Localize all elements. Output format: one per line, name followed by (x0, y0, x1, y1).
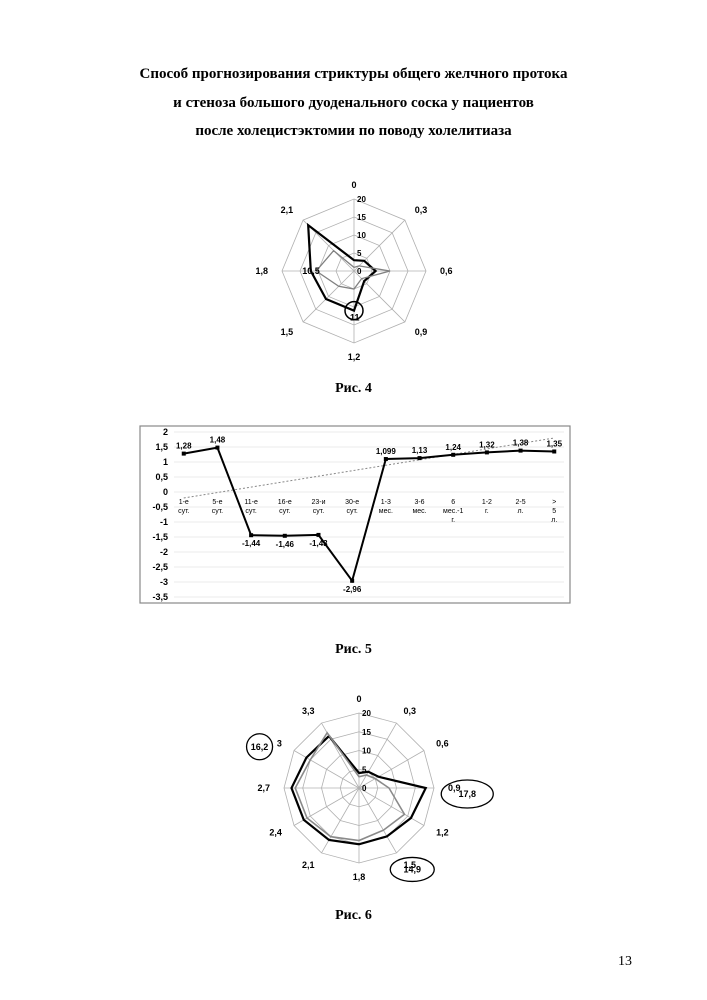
svg-text:16-е: 16-е (277, 499, 291, 506)
svg-text:1: 1 (162, 457, 167, 467)
svg-text:1,32: 1,32 (479, 440, 495, 449)
svg-text:л.: л. (551, 517, 557, 524)
svg-text:16,2: 16,2 (250, 741, 268, 751)
svg-text:5: 5 (357, 249, 362, 258)
figure-6: 0510152000,30,60,91,21,51,82,12,42,733,3… (70, 683, 637, 898)
caption-fig4: Рис. 4 (70, 381, 637, 397)
svg-text:11-е: 11-е (244, 499, 258, 506)
svg-text:10: 10 (362, 746, 371, 755)
radar-chart-fig6: 0510152000,30,60,91,21,51,82,12,42,733,3… (199, 683, 509, 898)
svg-text:-2,96: -2,96 (343, 584, 362, 593)
svg-text:1,38: 1,38 (512, 438, 528, 447)
svg-text:3: 3 (276, 738, 281, 748)
line-chart-fig5: -3,5 -3 -2,5 -2 -1,5 -1 -0,5 0 0,5 1 1,5 2 1,28 1,48 -… (134, 422, 574, 632)
svg-text:1-е: 1-е (178, 499, 188, 506)
svg-text:3-6: 3-6 (414, 499, 424, 506)
svg-text:0: 0 (162, 487, 167, 497)
svg-text:17,8: 17,8 (458, 789, 476, 799)
svg-text:0: 0 (357, 267, 362, 276)
svg-text:мес.: мес. (412, 508, 426, 515)
title-line-2: и стеноза большого дуоденального соска у… (173, 95, 534, 111)
svg-text:6: 6 (451, 499, 455, 506)
svg-text:23-и: 23-и (311, 499, 325, 506)
svg-text:мес.: мес. (378, 508, 392, 515)
svg-text:сут.: сут. (346, 508, 357, 515)
svg-text:5: 5 (552, 508, 556, 515)
svg-text:0: 0 (351, 180, 356, 190)
svg-text:10,5: 10,5 (302, 266, 320, 276)
svg-text:1,35: 1,35 (546, 439, 562, 448)
svg-text:сут.: сут. (279, 508, 290, 515)
svg-text:-1,5: -1,5 (152, 532, 168, 542)
svg-text:1,13: 1,13 (411, 446, 427, 455)
caption-fig6: Рис. 6 (70, 908, 637, 924)
svg-text:2,7: 2,7 (257, 783, 270, 793)
svg-text:-1,43: -1,43 (309, 538, 328, 547)
svg-text:0,6: 0,6 (440, 266, 453, 276)
svg-text:г.: г. (451, 517, 455, 524)
svg-text:сут.: сут. (312, 508, 323, 515)
svg-text:14,9: 14,9 (403, 864, 421, 874)
radar-chart-fig4: 0510152000,30,60,91,21,51,82,11110,5 (219, 171, 489, 371)
svg-text:20: 20 (357, 195, 366, 204)
svg-text:2: 2 (162, 427, 167, 437)
svg-text:-1,44: -1,44 (241, 539, 260, 548)
svg-text:сут.: сут. (211, 508, 222, 515)
svg-text:1-2: 1-2 (481, 499, 491, 506)
svg-text:-1,46: -1,46 (275, 539, 294, 548)
svg-text:2,1: 2,1 (301, 860, 314, 870)
svg-text:-3,5: -3,5 (152, 592, 168, 602)
svg-text:-0,5: -0,5 (152, 502, 168, 512)
svg-text:2,1: 2,1 (280, 205, 293, 215)
svg-text:0,5: 0,5 (155, 472, 168, 482)
svg-text:11: 11 (350, 312, 360, 322)
svg-text:15: 15 (357, 213, 366, 222)
figure-4: 0510152000,30,60,91,21,51,82,11110,5 (70, 171, 637, 371)
svg-text:1,8: 1,8 (255, 266, 268, 276)
title-line-3: после холецистэктомии по поводу холелити… (195, 123, 511, 139)
svg-text:3,3: 3,3 (301, 705, 314, 715)
figure-5: -3,5 -3 -2,5 -2 -1,5 -1 -0,5 0 0,5 1 1,5 2 1,28 1,48 -… (70, 422, 637, 632)
svg-text:1,28: 1,28 (175, 441, 191, 450)
svg-text:л.: л. (517, 508, 523, 515)
svg-text:-2,5: -2,5 (152, 562, 168, 572)
svg-text:5-е: 5-е (212, 499, 222, 506)
svg-text:сут.: сут. (245, 508, 256, 515)
svg-text:>: > (552, 499, 556, 506)
svg-text:1,8: 1,8 (352, 872, 365, 882)
svg-text:-3: -3 (159, 577, 167, 587)
svg-text:1,5: 1,5 (280, 326, 293, 336)
svg-text:2-5: 2-5 (515, 499, 525, 506)
svg-text:1,24: 1,24 (445, 442, 461, 451)
svg-text:г.: г. (485, 508, 489, 515)
page-number: 13 (618, 954, 632, 970)
title-line-1: Способ прогнозирования стриктуры общего … (140, 66, 568, 82)
svg-text:-2: -2 (159, 547, 167, 557)
svg-text:1,099: 1,099 (375, 447, 396, 456)
caption-fig5: Рис. 5 (70, 642, 637, 658)
svg-text:-1: -1 (159, 517, 167, 527)
svg-text:0,9: 0,9 (414, 326, 427, 336)
svg-text:сут.: сут. (178, 508, 189, 515)
svg-text:0,3: 0,3 (403, 705, 416, 715)
svg-text:30-е: 30-е (345, 499, 359, 506)
svg-text:1,2: 1,2 (436, 827, 449, 837)
svg-text:15: 15 (362, 727, 371, 736)
document-title: Способ прогнозирования стриктуры общего … (70, 60, 637, 146)
svg-text:1-3: 1-3 (380, 499, 390, 506)
svg-text:0: 0 (362, 784, 367, 793)
svg-text:1,2: 1,2 (347, 352, 360, 362)
svg-text:0,6: 0,6 (436, 738, 449, 748)
svg-text:2,4: 2,4 (269, 827, 282, 837)
svg-text:1,5: 1,5 (155, 442, 168, 452)
svg-text:0: 0 (356, 694, 361, 704)
svg-text:20: 20 (362, 709, 371, 718)
svg-text:10: 10 (357, 231, 366, 240)
svg-text:0,3: 0,3 (414, 205, 427, 215)
svg-text:мес.-1: мес.-1 (443, 508, 463, 515)
svg-text:1,48: 1,48 (209, 435, 225, 444)
